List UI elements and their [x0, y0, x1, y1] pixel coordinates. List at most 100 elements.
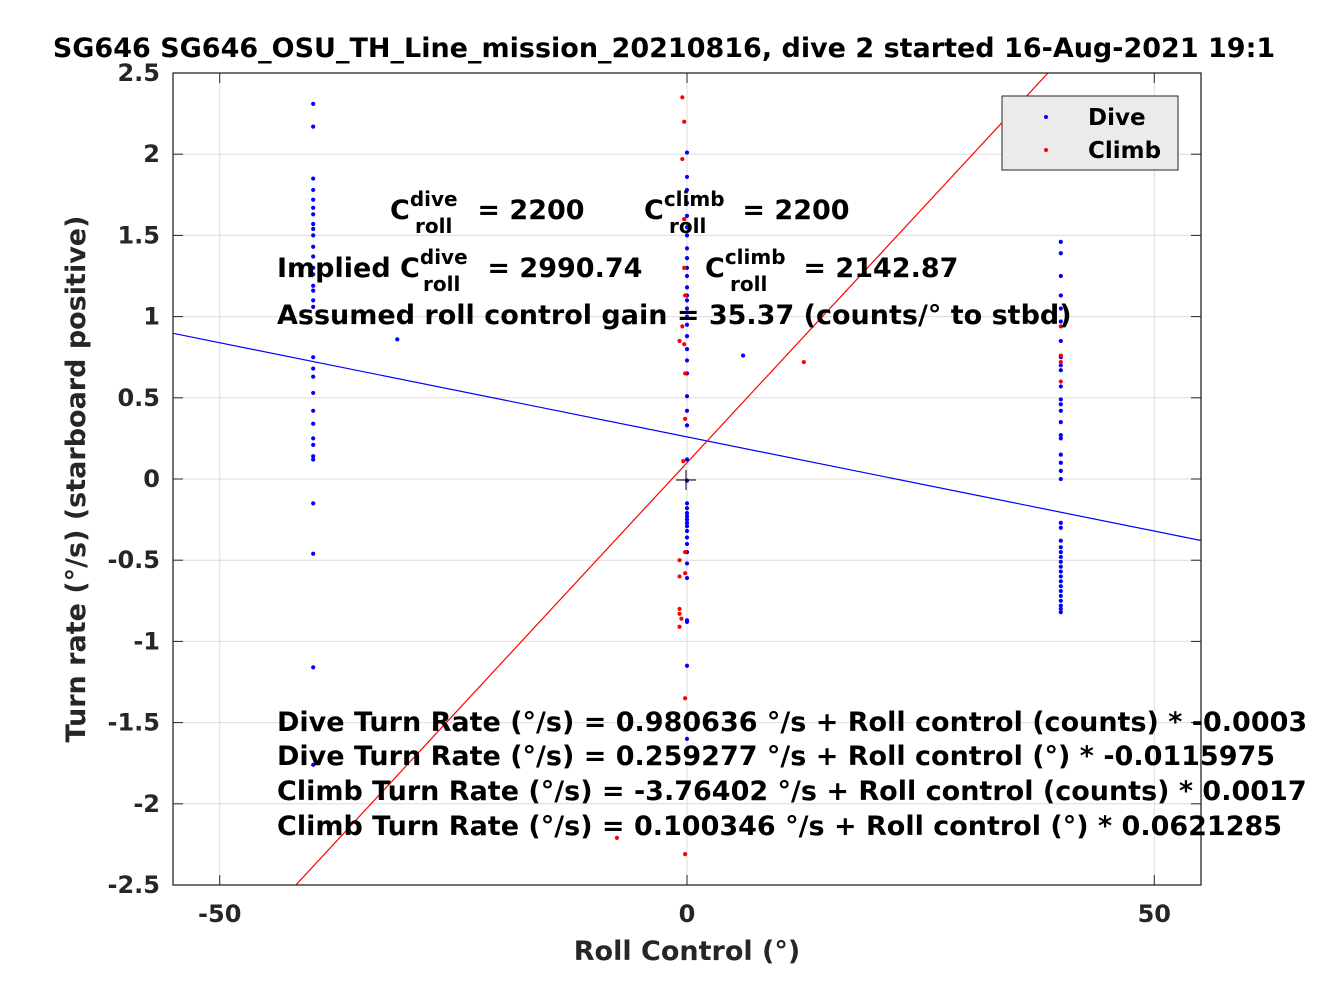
y-tick-label: -1 [133, 627, 160, 655]
c-roll-climb-annotation: Cclimb roll = 2200 [644, 187, 850, 238]
y-axis-label: Turn rate (°/s) (starboard positive) [61, 216, 92, 743]
dive-point [1058, 525, 1063, 530]
dive-point [311, 304, 316, 309]
climb-point [677, 611, 682, 616]
climb-point [680, 156, 685, 162]
dive-point [740, 353, 746, 358]
y-tick-label: -2 [133, 790, 160, 818]
y-tick-label: 2.5 [117, 59, 160, 87]
dive-point [311, 421, 316, 426]
dive-point [684, 150, 690, 155]
legend-marker-climb [1044, 148, 1048, 152]
data-points [311, 95, 1063, 857]
implied-c-roll-dive-annotation: Implied Cdive roll = 2990.74 [277, 245, 642, 296]
dive-point [1058, 368, 1063, 373]
dive-point [311, 176, 316, 181]
dive-counts-equation: Dive Turn Rate (°/s) = 0.980636 °/s + Ro… [277, 707, 1307, 738]
dive-point [684, 306, 690, 311]
dive-point [1058, 610, 1063, 615]
dive-point [684, 535, 690, 540]
dive-point [684, 541, 690, 547]
dive-point [311, 244, 316, 249]
dive-point [1058, 452, 1063, 457]
dive-point [311, 436, 316, 441]
dive-fit-line [173, 332, 1201, 542]
climb-point [677, 606, 682, 612]
climb-point [681, 459, 686, 464]
dive-point [311, 457, 316, 462]
dive-point [684, 333, 690, 339]
dive-point [684, 225, 690, 230]
dive-point [684, 736, 690, 741]
dive-point [1058, 476, 1063, 482]
dive-point [684, 174, 690, 180]
y-tick-label: 0.5 [117, 384, 160, 412]
dive-point [1058, 319, 1063, 324]
dive-point [311, 221, 316, 227]
dive-point [311, 288, 316, 293]
dive-point [684, 200, 690, 206]
x-tick-label: 0 [679, 900, 696, 928]
dive-point [1058, 606, 1063, 612]
climb-point [682, 119, 687, 124]
dive-point [1058, 436, 1063, 441]
dive-point [684, 394, 690, 399]
legend-label-climb: Climb [1088, 138, 1161, 164]
y-tick-labels: 2.5 2 1.5 1 0.5 0 -0.5 -1 -1.5 -2 -2.5 [108, 59, 160, 899]
implied-c-roll-climb-annotation: Cclimb roll = 2142.87 [705, 245, 958, 296]
climb-fit-line [295, 73, 1049, 885]
dive-point [684, 785, 690, 790]
dive-point [684, 575, 690, 581]
dive-point [1058, 598, 1063, 603]
legend: Dive Climb [1001, 95, 1179, 171]
dive-point [311, 501, 316, 506]
dive-point [1058, 363, 1063, 368]
x-tick-label: -50 [198, 900, 241, 928]
dive-point [684, 298, 690, 303]
dive-point [311, 298, 316, 303]
dive-point [311, 283, 316, 288]
dive-point [684, 663, 690, 668]
dive-point [1058, 545, 1063, 550]
c-roll-dive-annotation: Cdive roll = 2200 [390, 187, 585, 238]
dive-point [311, 442, 316, 447]
y-tick-label: -2.5 [108, 871, 160, 899]
dive-point [684, 506, 690, 511]
dive-point [311, 254, 316, 259]
x-tick-label: 50 [1138, 900, 1171, 928]
dive-point [1058, 569, 1063, 574]
dive-point [311, 762, 316, 767]
dive-point [1058, 460, 1063, 465]
dive-point [311, 197, 316, 202]
climb-degrees-equation: Climb Turn Rate (°/s) = 0.100346 °/s + R… [277, 811, 1282, 842]
climb-point [677, 338, 682, 344]
dive-point [1058, 251, 1063, 256]
y-tick-label: 2 [143, 140, 160, 168]
dive-point [1058, 408, 1063, 413]
climb-point [677, 574, 682, 579]
dive-point [1058, 593, 1063, 599]
climb-point [677, 558, 682, 563]
dive-point [1058, 520, 1063, 525]
dive-point [1058, 603, 1063, 608]
dive-point [311, 454, 316, 459]
climb-point [683, 293, 688, 298]
y-tick-label: -0.5 [108, 546, 160, 574]
dive-point [684, 213, 690, 219]
dive-point [684, 285, 690, 290]
dive-point [1058, 306, 1063, 311]
dive-point [311, 551, 316, 556]
dive-point [311, 272, 316, 277]
dive-point [311, 101, 316, 106]
dive-point [684, 423, 690, 428]
climb-counts-equation: Climb Turn Rate (°/s) = -3.76402 °/s + R… [277, 776, 1307, 807]
plot-frame [172, 72, 1202, 886]
y-tick-label: 1.5 [117, 221, 160, 249]
dive-point [1058, 538, 1063, 543]
dive-point [684, 314, 690, 319]
dive-point [684, 457, 690, 462]
dive-point [1058, 433, 1063, 438]
x-axis-label: Roll Control (°) [574, 936, 800, 967]
dive-point [1058, 564, 1063, 569]
